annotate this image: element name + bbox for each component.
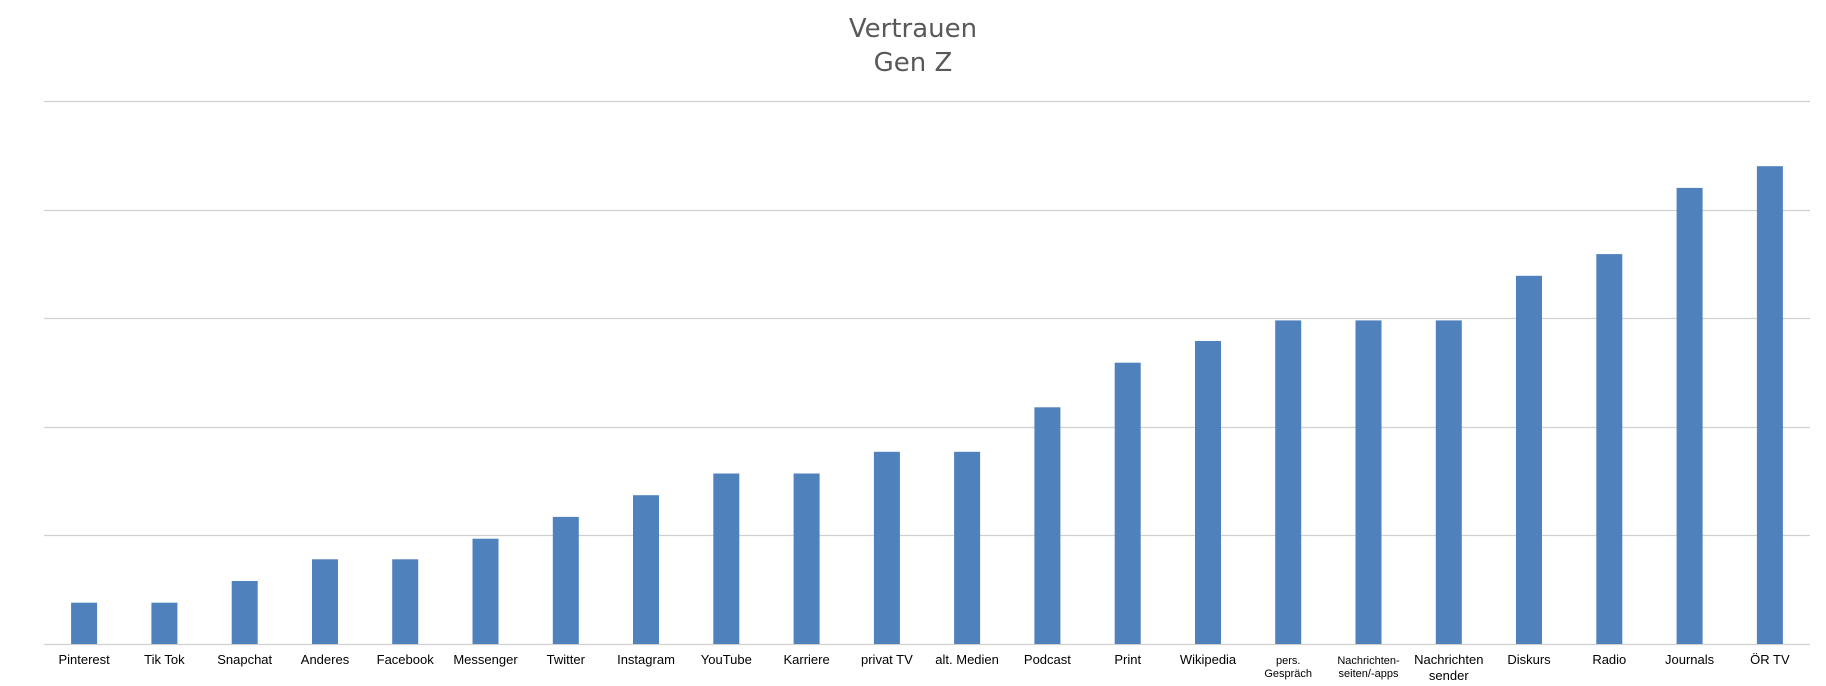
x-tick-label-17: Nachrichten-seiten/-apps	[1337, 655, 1400, 680]
x-tick-label-22-line-1: ÖR TV	[1750, 652, 1790, 667]
x-tick-label-7-line-1: Twitter	[547, 652, 586, 667]
x-tick-label-10-line-1: Karriere	[783, 652, 829, 667]
bar-22	[1756, 166, 1783, 644]
x-tick-label-19-line-1: Diskurs	[1507, 652, 1551, 667]
x-tick-label-8: Instagram	[617, 652, 675, 667]
x-tick-label-18: Nachrichten sender	[1414, 652, 1483, 683]
x-tick-label-21-line-1: Journals	[1665, 652, 1715, 667]
x-tick-label-7: Twitter	[547, 652, 586, 667]
x-tick-label-5-line-1: Facebook	[377, 652, 435, 667]
x-tick-label-1: Pinterest	[58, 652, 110, 667]
x-tick-label-13-line-1: Podcast	[1024, 652, 1071, 667]
bar-15	[1195, 341, 1221, 644]
x-tick-label-17-line-2: seiten/-apps	[1339, 668, 1399, 680]
x-tick-label-20: Radio	[1592, 652, 1626, 667]
bar-16	[1275, 320, 1302, 644]
bar-1	[71, 602, 98, 644]
bar-8	[633, 495, 659, 644]
bar-18	[1435, 320, 1462, 644]
bar-9	[713, 473, 740, 644]
x-tick-label-1-line-1: Pinterest	[58, 652, 110, 667]
bars	[71, 166, 1783, 644]
x-tick-label-2: Tik Tok	[144, 652, 185, 667]
bar-4	[312, 559, 338, 644]
x-tick-label-9-line-1: YouTube	[701, 652, 752, 667]
bar-13	[1034, 407, 1061, 644]
bar-19	[1516, 275, 1542, 644]
bar-12	[954, 451, 981, 644]
bar-10	[793, 473, 820, 644]
chart-title: Vertrauen Gen Z	[0, 12, 1826, 80]
x-tick-label-22: ÖR TV	[1750, 652, 1790, 667]
x-tick-label-10: Karriere	[783, 652, 829, 667]
bar-14	[1114, 362, 1141, 644]
x-tick-label-6: Messenger	[453, 652, 518, 667]
bar-2	[151, 602, 178, 644]
gridlines	[44, 100, 1810, 646]
x-tick-label-3: Snapchat	[217, 652, 272, 667]
x-tick-label-5: Facebook	[377, 652, 435, 667]
chart-title-line-2: Gen Z	[873, 48, 953, 78]
x-tick-label-4-line-1: Anderes	[301, 652, 350, 667]
x-tick-label-15-line-1: Wikipedia	[1180, 652, 1237, 667]
x-axis-labels: Pinterest Tik Tok Snapchat Anderes Facebook M…	[58, 652, 1790, 683]
x-tick-label-16-line-2: Gespräch	[1264, 668, 1312, 680]
x-tick-label-4: Anderes	[301, 652, 350, 667]
x-tick-label-3-line-1: Snapchat	[217, 652, 272, 667]
x-tick-label-14: Print	[1114, 652, 1141, 667]
x-tick-label-8-line-1: Instagram	[617, 652, 675, 667]
bar-21	[1676, 187, 1703, 644]
x-tick-label-18-line-1: Nachrichten	[1414, 652, 1483, 667]
x-tick-label-16-line-1: pers.	[1276, 655, 1300, 667]
x-tick-label-17-line-1: Nachrichten-	[1337, 655, 1400, 667]
bar-3	[231, 581, 258, 644]
x-tick-label-19: Diskurs	[1507, 652, 1551, 667]
x-tick-label-21: Journals	[1665, 652, 1715, 667]
bar-11	[873, 451, 900, 644]
x-tick-label-11-line-1: privat TV	[861, 652, 913, 667]
x-tick-label-11: privat TV	[861, 652, 913, 667]
x-tick-label-13: Podcast	[1024, 652, 1071, 667]
bar-20	[1596, 254, 1623, 644]
x-tick-label-2-line-1: Tik Tok	[144, 652, 185, 667]
bar-7	[552, 516, 579, 644]
x-tick-label-14-line-1: Print	[1114, 652, 1141, 667]
bar-17	[1355, 320, 1382, 644]
x-tick-label-16: pers. Gespräch	[1264, 655, 1312, 680]
x-tick-label-9: YouTube	[701, 652, 752, 667]
x-tick-label-20-line-1: Radio	[1592, 652, 1626, 667]
bar-6	[472, 538, 499, 644]
chart-title-line-1: Vertrauen	[848, 14, 978, 44]
x-tick-label-18-line-2: sender	[1429, 668, 1469, 683]
x-tick-label-6-line-1: Messenger	[453, 652, 518, 667]
bar-5	[392, 559, 419, 644]
x-tick-label-12-line-1: alt. Medien	[935, 652, 999, 667]
x-tick-label-15: Wikipedia	[1180, 652, 1237, 667]
x-tick-label-12: alt. Medien	[935, 652, 999, 667]
